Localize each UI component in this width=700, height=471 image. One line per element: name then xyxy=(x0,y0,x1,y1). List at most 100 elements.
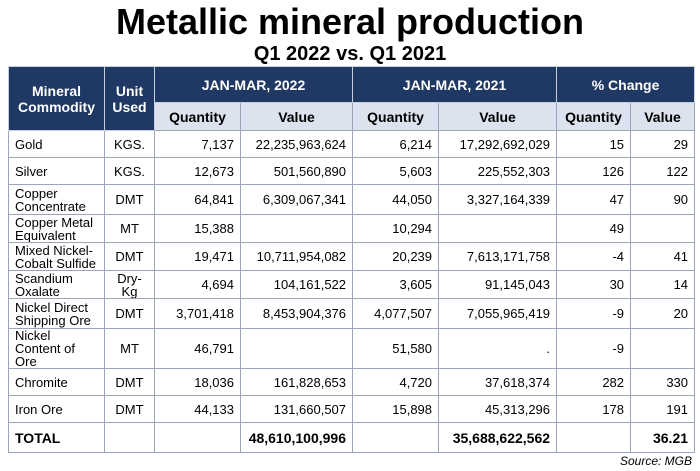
mineral-name: Gold xyxy=(8,130,105,158)
subheader-value-2022: Value xyxy=(239,102,354,131)
table-row: Copper Metal Equivalent MT 15,388 10,294 49 xyxy=(8,214,696,243)
header-unit-used: Unit Used xyxy=(104,66,155,131)
unit-used: KGS. xyxy=(104,130,155,158)
quantity-2022: 64,841 xyxy=(154,184,241,215)
subheader-value-2021: Value xyxy=(438,102,558,131)
quantity-2021: 3,605 xyxy=(352,270,440,299)
quantity-2021: 51,580 xyxy=(352,328,440,369)
value-2022: 104,161,522 xyxy=(239,270,354,299)
mineral-name: Nickel Direct Shipping Ore xyxy=(8,298,105,329)
unit-used: KGS. xyxy=(104,157,155,185)
quantity-2022: 15,388 xyxy=(154,214,241,243)
total-value-change: 36.21 xyxy=(630,422,696,453)
header-period-2021: JAN-MAR, 2021 xyxy=(352,66,558,103)
quantity-2021: 20,239 xyxy=(352,242,440,271)
mineral-name: Scandium Oxalate xyxy=(8,270,105,299)
unit-used: DMT xyxy=(104,184,155,215)
quantity-2022: 44,133 xyxy=(154,395,241,423)
unit-used: Dry-Kg xyxy=(104,270,155,299)
table-body: Gold KGS. 7,137 22,235,963,624 6,214 17,292,6… xyxy=(8,130,696,423)
value-2021: 7,055,965,419 xyxy=(438,298,558,329)
quantity-2022: 12,673 xyxy=(154,157,241,185)
table-row: Scandium Oxalate Dry-Kg 4,694 104,161,522 3,… xyxy=(8,270,696,299)
quantity-2021: 15,898 xyxy=(352,395,440,423)
total-quantity-2021-cell xyxy=(352,422,440,453)
percent-change-quantity: 15 xyxy=(556,130,632,158)
table-row: Silver KGS. 12,673 501,560,890 5,603 225,552,… xyxy=(8,157,696,185)
value-2022: 6,309,067,341 xyxy=(239,184,354,215)
header-mineral-commodity: Mineral Commodity xyxy=(8,66,105,131)
table-row: Nickel Direct Shipping Ore DMT 3,701,418 8,… xyxy=(8,298,696,329)
table-row: Gold KGS. 7,137 22,235,963,624 6,214 17,292,6… xyxy=(8,130,696,158)
mineral-name: Mixed Nickel-Cobalt Sulfide xyxy=(8,242,105,271)
value-2021: 45,313,296 xyxy=(438,395,558,423)
production-table: Mineral Commodity Unit Used JAN-MAR, 202… xyxy=(8,66,696,453)
value-2021: 37,618,374 xyxy=(438,368,558,396)
subheader-quantity-change: Quantity xyxy=(556,102,632,131)
value-2021: 7,613,171,758 xyxy=(438,242,558,271)
quantity-2021: 4,720 xyxy=(352,368,440,396)
value-2021: 3,327,164,339 xyxy=(438,184,558,215)
unit-used: MT xyxy=(104,328,155,369)
value-2021: . xyxy=(438,328,558,369)
mineral-name: Silver xyxy=(8,157,105,185)
quantity-2022: 18,036 xyxy=(154,368,241,396)
value-2022: 8,453,904,376 xyxy=(239,298,354,329)
subheader-value-change: Value xyxy=(630,102,696,131)
value-2022 xyxy=(239,328,354,369)
mineral-name: Copper Concentrate xyxy=(8,184,105,215)
chart-title: Metallic mineral production xyxy=(115,1,585,42)
percent-change-value: 330 xyxy=(630,368,696,396)
total-quantity-2022-cell xyxy=(154,422,241,453)
mineral-name: Iron Ore xyxy=(8,395,105,423)
total-quantity-change-cell xyxy=(556,422,632,453)
total-value-2022: 48,610,100,996 xyxy=(239,422,354,453)
quantity-2022: 46,791 xyxy=(154,328,241,369)
header-period-2022: JAN-MAR, 2022 xyxy=(153,66,354,103)
total-unit-cell xyxy=(104,422,155,453)
quantity-2021: 6,214 xyxy=(352,130,440,158)
quantity-2021: 10,294 xyxy=(352,214,440,243)
percent-change-quantity: -4 xyxy=(556,242,632,271)
value-2022: 10,711,954,082 xyxy=(239,242,354,271)
value-2021: 17,292,692,029 xyxy=(438,130,558,158)
percent-change-quantity: 49 xyxy=(556,214,632,243)
percent-change-value: 90 xyxy=(630,184,696,215)
percent-change-quantity: 282 xyxy=(556,368,632,396)
mineral-name: Copper Metal Equivalent xyxy=(8,214,105,243)
mineral-name: Chromite xyxy=(8,368,105,396)
value-2022: 161,828,653 xyxy=(239,368,354,396)
value-2021 xyxy=(438,214,558,243)
quantity-2021: 5,603 xyxy=(352,157,440,185)
value-2021: 225,552,303 xyxy=(438,157,558,185)
table-row: Copper Concentrate DMT 64,841 6,309,067,341… xyxy=(8,184,696,215)
value-2021: 91,145,043 xyxy=(438,270,558,299)
percent-change-value: 41 xyxy=(630,242,696,271)
unit-used: MT xyxy=(104,214,155,243)
subheader-quantity-2022: Quantity xyxy=(154,102,241,131)
percent-change-quantity: -9 xyxy=(556,328,632,369)
subheader-quantity-2021: Quantity xyxy=(352,102,440,131)
percent-change-value xyxy=(630,214,696,243)
table-row: Nickel Content of Ore MT 46,791 51,580. -9 xyxy=(8,328,696,369)
mineral-name: Nickel Content of Ore xyxy=(8,328,105,369)
percent-change-value: 122 xyxy=(630,157,696,185)
value-2022: 22,235,963,624 xyxy=(239,130,354,158)
table-row: Chromite DMT 18,036 161,828,653 4,720 37,618,… xyxy=(8,368,696,396)
total-label: TOTAL xyxy=(8,422,105,453)
percent-change-quantity: 126 xyxy=(556,157,632,185)
total-value-2021: 35,688,622,562 xyxy=(438,422,558,453)
quantity-2022: 4,694 xyxy=(154,270,241,299)
quantity-2022: 3,701,418 xyxy=(154,298,241,329)
source-note: Source: MGB xyxy=(619,454,692,468)
quantity-2022: 7,137 xyxy=(154,130,241,158)
percent-change-value: 29 xyxy=(630,130,696,158)
value-2022: 131,660,507 xyxy=(239,395,354,423)
header-percent-change: % Change xyxy=(556,66,696,103)
percent-change-value: 20 xyxy=(630,298,696,329)
unit-used: DMT xyxy=(104,242,155,271)
unit-used: DMT xyxy=(104,368,155,396)
percent-change-quantity: 47 xyxy=(556,184,632,215)
quantity-2022: 19,471 xyxy=(154,242,241,271)
percent-change-quantity: -9 xyxy=(556,298,632,329)
